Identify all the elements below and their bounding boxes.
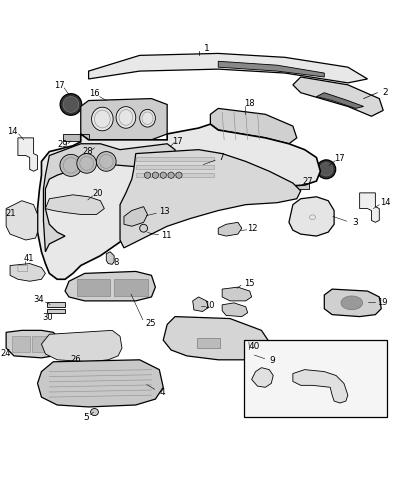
Ellipse shape: [152, 172, 158, 179]
Polygon shape: [45, 195, 104, 215]
Polygon shape: [88, 53, 367, 83]
Polygon shape: [293, 77, 383, 116]
Ellipse shape: [160, 172, 166, 179]
Text: 17: 17: [334, 154, 344, 163]
Text: 8: 8: [113, 258, 119, 267]
Text: 24: 24: [1, 349, 11, 359]
Polygon shape: [43, 144, 175, 252]
Text: 14: 14: [7, 128, 17, 136]
Polygon shape: [293, 370, 348, 403]
Polygon shape: [18, 138, 38, 171]
Text: 19: 19: [377, 298, 387, 307]
Text: 2: 2: [382, 88, 388, 97]
Text: 13: 13: [159, 207, 169, 216]
Text: 15: 15: [244, 279, 254, 288]
Ellipse shape: [140, 109, 155, 127]
Polygon shape: [10, 264, 45, 281]
Polygon shape: [106, 252, 114, 264]
Text: 5: 5: [84, 413, 90, 422]
Polygon shape: [193, 297, 209, 312]
Polygon shape: [85, 142, 108, 148]
Text: 12: 12: [248, 224, 258, 233]
Ellipse shape: [317, 160, 336, 179]
Polygon shape: [65, 271, 155, 301]
Text: 17: 17: [54, 81, 64, 90]
Text: 28: 28: [83, 147, 93, 156]
Ellipse shape: [60, 155, 82, 176]
Polygon shape: [120, 150, 301, 248]
Text: 4: 4: [160, 387, 165, 396]
Polygon shape: [324, 289, 381, 317]
Polygon shape: [124, 206, 147, 226]
Polygon shape: [136, 173, 214, 177]
Ellipse shape: [145, 172, 150, 179]
Text: 25: 25: [145, 319, 156, 328]
Text: 29: 29: [58, 141, 68, 149]
Polygon shape: [222, 287, 252, 301]
Ellipse shape: [140, 154, 159, 173]
Polygon shape: [136, 157, 214, 161]
Polygon shape: [359, 193, 379, 222]
Polygon shape: [136, 166, 214, 169]
Polygon shape: [63, 134, 88, 141]
Polygon shape: [218, 222, 242, 236]
Ellipse shape: [63, 96, 79, 112]
Text: 16: 16: [89, 89, 100, 98]
Text: 14: 14: [380, 198, 390, 207]
Ellipse shape: [96, 152, 116, 171]
Text: 21: 21: [6, 209, 16, 218]
Text: 34: 34: [33, 295, 43, 304]
Polygon shape: [77, 279, 110, 296]
Polygon shape: [218, 61, 324, 77]
Polygon shape: [252, 368, 273, 387]
Ellipse shape: [92, 107, 113, 131]
Ellipse shape: [140, 224, 147, 232]
Text: 26: 26: [71, 355, 81, 364]
Ellipse shape: [77, 154, 96, 173]
Polygon shape: [289, 197, 334, 236]
Text: 10: 10: [204, 301, 215, 311]
Polygon shape: [6, 201, 38, 240]
Polygon shape: [275, 182, 308, 189]
Polygon shape: [12, 336, 30, 352]
Polygon shape: [47, 309, 65, 313]
Text: 30: 30: [42, 313, 53, 322]
Text: 9: 9: [269, 356, 275, 365]
Text: 27: 27: [303, 178, 313, 186]
Ellipse shape: [116, 107, 136, 128]
Text: 40: 40: [249, 342, 260, 351]
Text: 11: 11: [161, 231, 172, 240]
Polygon shape: [41, 330, 122, 362]
Ellipse shape: [341, 296, 363, 310]
Polygon shape: [211, 108, 297, 144]
Text: 20: 20: [92, 189, 102, 198]
Polygon shape: [38, 360, 163, 407]
Polygon shape: [316, 93, 363, 108]
Polygon shape: [222, 303, 248, 317]
Polygon shape: [163, 317, 269, 360]
Text: 7: 7: [218, 153, 224, 162]
Text: 1: 1: [203, 44, 209, 53]
Text: 3: 3: [352, 218, 358, 227]
Ellipse shape: [60, 94, 82, 115]
Polygon shape: [32, 336, 51, 352]
Text: 17: 17: [172, 136, 182, 145]
Ellipse shape: [176, 172, 182, 179]
Ellipse shape: [158, 155, 176, 172]
Text: 18: 18: [245, 99, 255, 108]
Polygon shape: [197, 338, 220, 348]
Polygon shape: [114, 279, 147, 296]
Ellipse shape: [158, 141, 177, 160]
Polygon shape: [47, 302, 65, 307]
Polygon shape: [244, 340, 387, 417]
Polygon shape: [81, 98, 167, 140]
Ellipse shape: [90, 408, 98, 416]
Ellipse shape: [320, 163, 333, 176]
Text: 41: 41: [24, 254, 34, 264]
Ellipse shape: [160, 144, 174, 157]
Ellipse shape: [168, 172, 174, 179]
Polygon shape: [6, 330, 59, 358]
Polygon shape: [38, 124, 320, 279]
